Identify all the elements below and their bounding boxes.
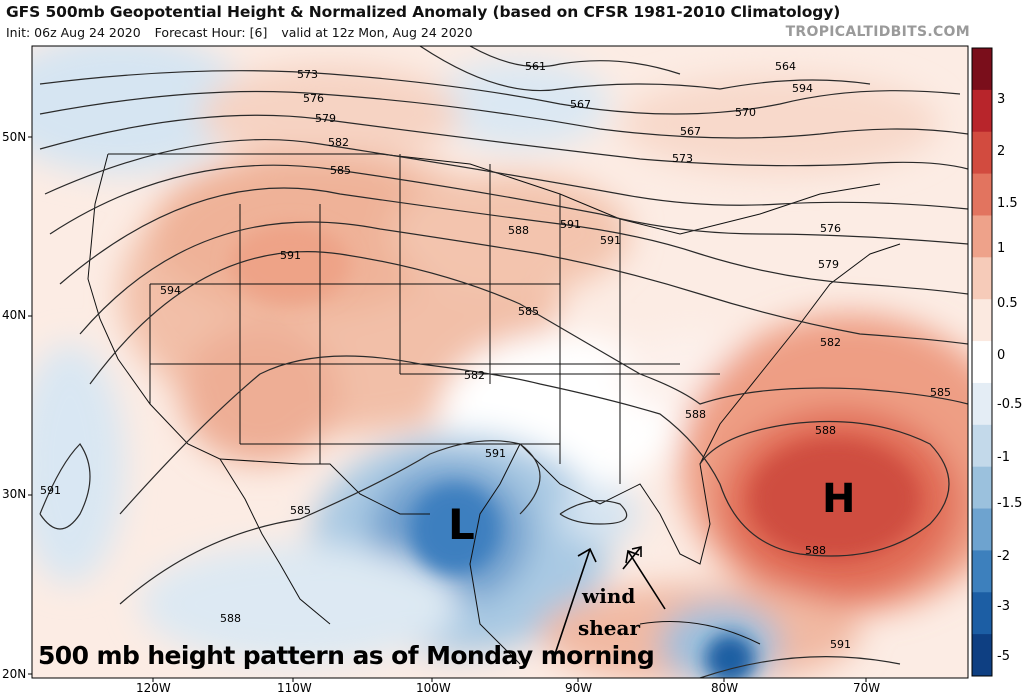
colorbar-tick-label: 0 (997, 348, 1006, 363)
contour-label: 585 (290, 504, 311, 517)
colorbar-tick-label: 0.5 (997, 296, 1018, 311)
colorbar-tick-label: -1.5 (997, 496, 1023, 511)
weather-map: 561 564 567 570 573 576 579 582 585 588 … (28, 45, 993, 682)
colorbar-border (971, 47, 993, 677)
contour-label: 591 (600, 234, 621, 247)
gulf-coast-east (519, 243, 901, 565)
colorbar-swatch (972, 341, 992, 384)
colorbar-swatch (972, 634, 992, 677)
lon-label-120w: 120W (136, 681, 171, 695)
colorbar-swatch (972, 424, 992, 468)
lon-label-90w: 90W (565, 681, 593, 695)
low-pressure-label: L (448, 500, 475, 549)
wind-shear-label-2: shear (578, 616, 641, 640)
state-grid (149, 154, 720, 484)
caption-overlay: 500 mb height pattern as of Monday morni… (38, 641, 655, 670)
contour-label: 579 (818, 258, 839, 271)
colorbar-swatch (972, 592, 992, 635)
colorbar (971, 47, 993, 677)
contour-label: 585 (330, 164, 351, 177)
lat-label-30n: 30N (2, 487, 27, 501)
wind-shear-arrows (554, 546, 666, 655)
lon-label-100w: 100W (416, 681, 451, 695)
cuba (639, 621, 761, 645)
contour-label: 588 (220, 612, 241, 625)
contour-label: 594 (792, 82, 813, 95)
colorbar-swatch (972, 382, 992, 426)
contour-label: 591 (830, 638, 851, 651)
map-subtitle: Init: 06z Aug 24 2020 Forecast Hour: [6]… (6, 25, 483, 40)
colorbar-swatch (972, 257, 992, 300)
colorbar-swatch (972, 466, 992, 510)
colorbar-swatch (972, 48, 992, 91)
colorbar-tick-label: 1 (997, 241, 1006, 256)
brand-watermark: TROPICALTIDBITS.COM (785, 24, 970, 40)
colorbar-swatch (972, 215, 992, 258)
forecast-hour: Forecast Hour: [6] (154, 25, 268, 40)
contour-label: 585 (518, 305, 539, 318)
colorbar-tick-label: 2 (997, 144, 1006, 159)
arrow-middle (622, 546, 642, 570)
contour-label: 564 (775, 60, 796, 73)
contour-label: 567 (680, 125, 701, 138)
colorbar-tick-label: 1.5 (997, 196, 1018, 211)
colorbar-tick-label: -1 (997, 450, 1010, 465)
contour-label: 582 (328, 136, 349, 149)
colorbar-tick-label: 3 (997, 92, 1006, 107)
contour-label: 588 (508, 224, 529, 237)
contour-label: 591 (485, 447, 506, 460)
lon-ticks (152, 678, 867, 682)
colorbar-swatch (972, 89, 992, 133)
colorbar-tick-label: -0.5 (997, 397, 1023, 412)
contour-label: 576 (820, 222, 841, 235)
arrow-right (625, 549, 666, 610)
contour-label: 570 (735, 106, 756, 119)
contour-label: 588 (815, 424, 836, 437)
header: GFS 500mb Geopotential Height & Normaliz… (0, 0, 1024, 44)
colorbar-tick-label: -5 (997, 649, 1010, 664)
colorbar-tick-label: -3 (997, 599, 1010, 614)
lat-ticks (28, 136, 32, 675)
colorbar-tick-label: -2 (997, 549, 1010, 564)
high-pressure-label: H (822, 476, 856, 522)
map-frame (31, 45, 969, 679)
contour-label: 591 (280, 249, 301, 262)
colorbar-swatch (972, 550, 992, 593)
contour-label: 594 (160, 284, 181, 297)
mexico-border (219, 458, 430, 515)
contour-label: 591 (560, 218, 581, 231)
lon-label-110w: 110W (277, 681, 312, 695)
contour-label: 591 (40, 484, 61, 497)
map-title: GFS 500mb Geopotential Height & Normaliz… (6, 3, 841, 21)
colorbar-swatch (972, 131, 992, 175)
contour-label: 573 (297, 68, 318, 81)
contour-label: 561 (525, 60, 546, 73)
contour-label: 579 (315, 112, 336, 125)
lon-label-80w: 80W (711, 681, 739, 695)
colorbar-swatch (972, 299, 992, 342)
contour-label: 582 (820, 336, 841, 349)
lat-label-20n: 20N (2, 667, 27, 681)
contour-label: 588 (805, 544, 826, 557)
lat-label-50n: 50N (2, 130, 27, 144)
colorbar-swatch (972, 508, 992, 551)
colorbar-swatch (972, 173, 992, 216)
wind-shear-label-1: wind (582, 584, 636, 608)
valid-time: valid at 12z Mon, Aug 24 2020 (281, 25, 473, 40)
west-coast (87, 153, 331, 625)
contour-label: 588 (685, 408, 706, 421)
arrow-left (554, 547, 597, 655)
contour-label: 573 (672, 152, 693, 165)
lon-label-70w: 70W (853, 681, 881, 695)
contour-label: 567 (570, 98, 591, 111)
init-time: Init: 06z Aug 24 2020 (6, 25, 141, 40)
height-contours (39, 46, 968, 678)
contour-label: 582 (464, 369, 485, 382)
contour-label: 585 (930, 386, 951, 399)
lat-label-40n: 40N (2, 308, 27, 322)
gulf-coast (469, 443, 521, 665)
contour-labels: 561 564 567 570 573 576 579 582 585 588 … (40, 60, 951, 651)
contour-label: 576 (303, 92, 324, 105)
